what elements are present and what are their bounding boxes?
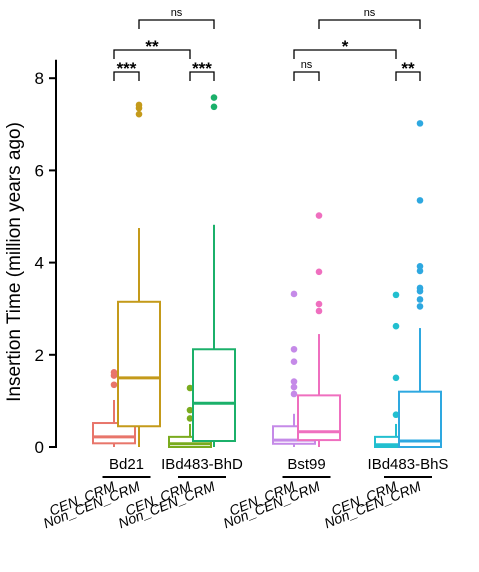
outlier-point [290, 390, 298, 398]
significance-label: *** [192, 59, 212, 78]
outlier-point [416, 267, 424, 275]
significance-bracket: ns [318, 7, 421, 29]
outlier-point [392, 291, 400, 299]
box-body [192, 348, 236, 443]
outlier-point [315, 307, 323, 315]
outlier-point [315, 268, 323, 276]
outlier-point [186, 384, 194, 392]
significance-bracket: *** [189, 59, 215, 81]
y-tick-label: 2 [35, 346, 44, 365]
significance-label: *** [117, 59, 137, 78]
y-axis-label: Insertion Time (million years ago) [4, 122, 25, 402]
significance-label: ns [301, 59, 313, 71]
outlier-point [290, 383, 298, 391]
outlier-point [110, 381, 118, 389]
box-body [297, 394, 341, 442]
outlier-point [392, 322, 400, 330]
y-axis: 0 2 4 6 8 [35, 59, 57, 457]
group-label: IBd483-BhD [161, 456, 243, 473]
outlier-point [315, 212, 323, 219]
significance-bracket: * [293, 37, 397, 59]
y-tick-label: 6 [35, 161, 44, 180]
bracket-line [138, 19, 215, 29]
y-tick-label: 0 [35, 438, 44, 457]
outlier-point [392, 374, 400, 382]
group-label: Bst99 [287, 456, 325, 473]
outlier-point [392, 411, 400, 419]
significance-label: ** [145, 37, 159, 56]
y-tick-label: 4 [35, 254, 44, 273]
significance-label: ns [171, 7, 183, 19]
box-0 [92, 369, 136, 447]
outlier-point [416, 197, 424, 204]
significance-label: * [342, 37, 349, 56]
outlier-point [290, 378, 298, 385]
box-body [117, 300, 161, 428]
outlier-point [186, 415, 194, 422]
outlier-point [290, 345, 298, 353]
y-tick-label: 8 [35, 69, 44, 88]
outlier-point [416, 120, 424, 127]
box-5 [297, 212, 341, 447]
significance-bracket: *** [113, 59, 140, 81]
outlier-point [290, 290, 298, 298]
outlier-point [210, 103, 218, 111]
box-3 [192, 94, 236, 447]
outlier-point [210, 94, 218, 101]
box-1 [117, 101, 161, 447]
bracket-line [113, 71, 140, 81]
x-labels-layer: Bd21 IBd483-BhD Bst99 IBd483-BhSCEN_CRMNon_… [41, 456, 449, 531]
bracket-line [318, 19, 421, 29]
bracket-line [293, 71, 320, 81]
outlier-point [416, 303, 424, 310]
outlier-point [416, 284, 424, 292]
significance-label: ** [401, 59, 415, 78]
outlier-point [135, 110, 143, 118]
bracket-line [189, 71, 215, 81]
significance-bracket: ns [293, 59, 320, 81]
group-label: Bd21 [109, 456, 144, 473]
outlier-point [315, 300, 323, 308]
outlier-point [186, 406, 194, 414]
bracket-line [113, 49, 191, 59]
box-body [398, 390, 442, 448]
significance-label: ns [364, 7, 376, 19]
bracket-line [395, 71, 421, 81]
outlier-point [416, 296, 424, 303]
bracket-line [293, 49, 397, 59]
outlier-point [416, 262, 424, 270]
significance-bracket: ** [113, 37, 191, 59]
outlier-point [290, 358, 298, 366]
box-2 [168, 384, 212, 449]
boxes-layer [92, 94, 442, 449]
group-label: IBd483-BhS [368, 456, 449, 473]
box-7 [398, 120, 442, 448]
significance-bracket: ns [138, 7, 215, 29]
outlier-point [135, 101, 143, 109]
outlier-point [110, 369, 118, 376]
significance-bracket: ** [395, 59, 421, 81]
